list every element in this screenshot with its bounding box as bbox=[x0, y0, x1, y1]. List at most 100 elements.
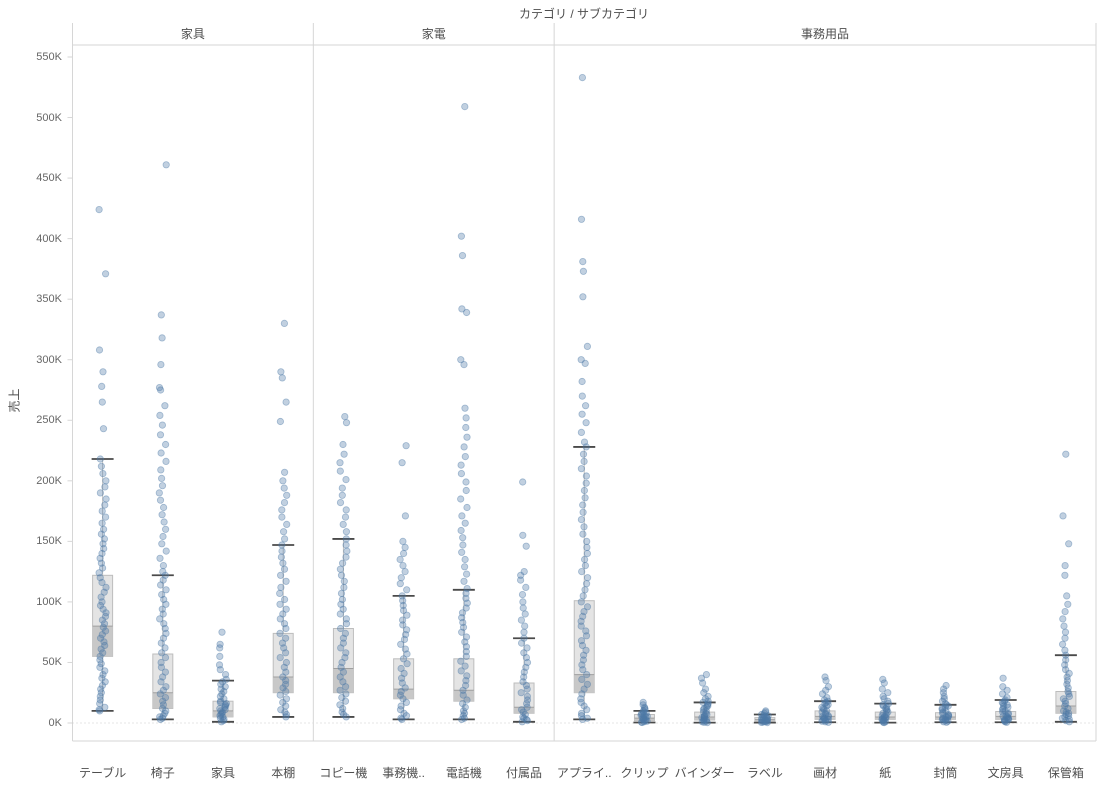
point[interactable] bbox=[277, 553, 285, 561]
point[interactable] bbox=[701, 685, 710, 693]
point[interactable] bbox=[998, 690, 1007, 698]
point[interactable] bbox=[282, 605, 290, 613]
point[interactable] bbox=[276, 600, 284, 608]
scatter-points[interactable] bbox=[757, 707, 772, 727]
point[interactable] bbox=[161, 709, 169, 717]
point[interactable] bbox=[221, 683, 229, 691]
point[interactable] bbox=[279, 673, 287, 681]
point[interactable] bbox=[521, 622, 529, 630]
point[interactable] bbox=[940, 695, 948, 703]
point[interactable] bbox=[336, 467, 344, 475]
point[interactable] bbox=[520, 567, 528, 576]
point[interactable] bbox=[582, 627, 590, 635]
boxplot-column[interactable] bbox=[151, 161, 174, 724]
point[interactable] bbox=[698, 713, 706, 722]
point[interactable] bbox=[217, 685, 225, 693]
point[interactable] bbox=[342, 419, 351, 427]
point[interactable] bbox=[280, 468, 289, 476]
point[interactable] bbox=[158, 704, 167, 713]
point[interactable] bbox=[341, 629, 349, 638]
point[interactable] bbox=[583, 574, 592, 582]
x-axis-label[interactable]: 文房具 bbox=[987, 766, 1024, 780]
point[interactable] bbox=[336, 459, 344, 467]
scatter-points[interactable] bbox=[637, 698, 651, 727]
boxplot-column[interactable] bbox=[272, 319, 295, 721]
boxplot-column[interactable] bbox=[332, 412, 355, 721]
point[interactable] bbox=[577, 622, 585, 630]
point[interactable] bbox=[159, 532, 167, 541]
point[interactable] bbox=[698, 679, 707, 687]
point[interactable] bbox=[399, 597, 407, 605]
point[interactable] bbox=[459, 691, 467, 699]
point[interactable] bbox=[342, 620, 351, 628]
point[interactable] bbox=[761, 716, 769, 724]
point[interactable] bbox=[98, 598, 106, 606]
point[interactable] bbox=[101, 483, 109, 491]
point[interactable] bbox=[216, 692, 224, 701]
point[interactable] bbox=[339, 634, 347, 642]
point[interactable] bbox=[279, 528, 288, 536]
point[interactable] bbox=[277, 706, 285, 714]
point[interactable] bbox=[702, 707, 710, 715]
scatter-points[interactable] bbox=[336, 412, 351, 721]
point[interactable] bbox=[880, 716, 888, 724]
point[interactable] bbox=[523, 692, 532, 701]
point[interactable] bbox=[581, 494, 589, 502]
point[interactable] bbox=[701, 712, 709, 720]
point[interactable] bbox=[460, 714, 468, 722]
boxplot-column[interactable] bbox=[753, 707, 776, 727]
point[interactable] bbox=[824, 701, 832, 709]
point[interactable] bbox=[820, 696, 829, 704]
point[interactable] bbox=[158, 605, 166, 613]
point[interactable] bbox=[282, 668, 290, 676]
point[interactable] bbox=[577, 637, 586, 645]
point[interactable] bbox=[161, 402, 169, 410]
point[interactable] bbox=[518, 718, 526, 726]
point[interactable] bbox=[279, 477, 287, 485]
point[interactable] bbox=[516, 576, 525, 584]
point[interactable] bbox=[763, 715, 772, 723]
point[interactable] bbox=[95, 706, 103, 714]
point[interactable] bbox=[343, 547, 351, 555]
point[interactable] bbox=[161, 668, 169, 676]
point[interactable] bbox=[222, 670, 230, 679]
point[interactable] bbox=[462, 647, 470, 656]
point[interactable] bbox=[763, 716, 771, 725]
point[interactable] bbox=[1062, 656, 1070, 664]
point[interactable] bbox=[402, 698, 410, 707]
box-lower-quartile[interactable] bbox=[1055, 706, 1076, 714]
point[interactable] bbox=[397, 702, 405, 710]
point[interactable] bbox=[457, 356, 465, 364]
point[interactable] bbox=[643, 717, 651, 725]
point[interactable] bbox=[99, 670, 107, 679]
point[interactable] bbox=[339, 678, 347, 686]
point[interactable] bbox=[522, 583, 530, 592]
point[interactable] bbox=[580, 607, 588, 616]
point[interactable] bbox=[156, 715, 164, 724]
point[interactable] bbox=[97, 593, 105, 601]
point[interactable] bbox=[760, 709, 769, 717]
point[interactable] bbox=[637, 711, 645, 719]
point[interactable] bbox=[821, 699, 829, 708]
point[interactable] bbox=[942, 701, 950, 709]
point[interactable] bbox=[757, 715, 766, 724]
box[interactable] bbox=[814, 710, 836, 720]
point[interactable] bbox=[638, 718, 646, 727]
point[interactable] bbox=[704, 699, 712, 708]
point[interactable] bbox=[939, 715, 947, 723]
point[interactable] bbox=[878, 715, 886, 724]
point[interactable] bbox=[938, 716, 946, 724]
point[interactable] bbox=[1059, 695, 1068, 703]
point[interactable] bbox=[399, 549, 408, 558]
point[interactable] bbox=[517, 571, 525, 579]
point[interactable] bbox=[158, 714, 167, 722]
point[interactable] bbox=[98, 616, 107, 624]
x-axis-label[interactable]: 付属品 bbox=[506, 766, 543, 780]
point[interactable] bbox=[818, 712, 827, 720]
point[interactable] bbox=[162, 440, 170, 449]
point[interactable] bbox=[283, 491, 291, 499]
point[interactable] bbox=[280, 663, 288, 671]
point[interactable] bbox=[998, 698, 1006, 707]
point[interactable] bbox=[457, 461, 465, 469]
point[interactable] bbox=[522, 663, 530, 671]
